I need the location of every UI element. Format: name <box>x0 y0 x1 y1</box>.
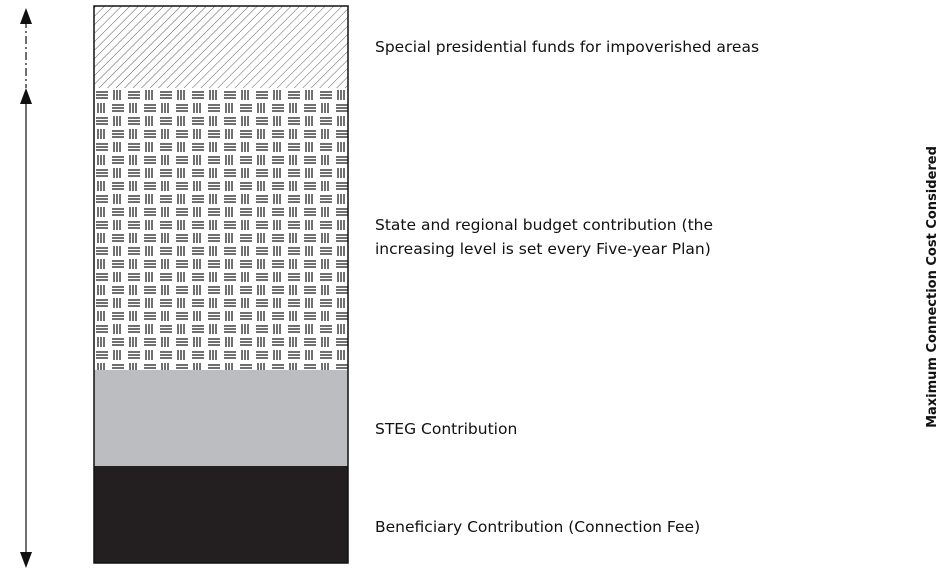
layer-label: increasing level is set every Five-year … <box>375 240 711 258</box>
box-outline <box>93 5 349 564</box>
layer-label: STEG Contribution <box>375 420 517 438</box>
layer-hatched <box>94 6 348 88</box>
layer-label: Beneficiary Contribution (Connection Fee… <box>375 518 700 536</box>
arrow-head <box>20 88 32 104</box>
layer-black <box>94 466 348 563</box>
side-label: Maximum Connection Cost Considered <box>925 146 940 428</box>
layer-weave <box>94 88 348 370</box>
layer-label: State and regional budget contribution (… <box>375 216 713 234</box>
arrows <box>20 8 32 568</box>
layer-gray <box>94 370 348 466</box>
arrow-head <box>20 8 32 24</box>
layer-label: Special presidential funds for impoveris… <box>375 38 759 56</box>
arrow-head <box>20 552 32 568</box>
